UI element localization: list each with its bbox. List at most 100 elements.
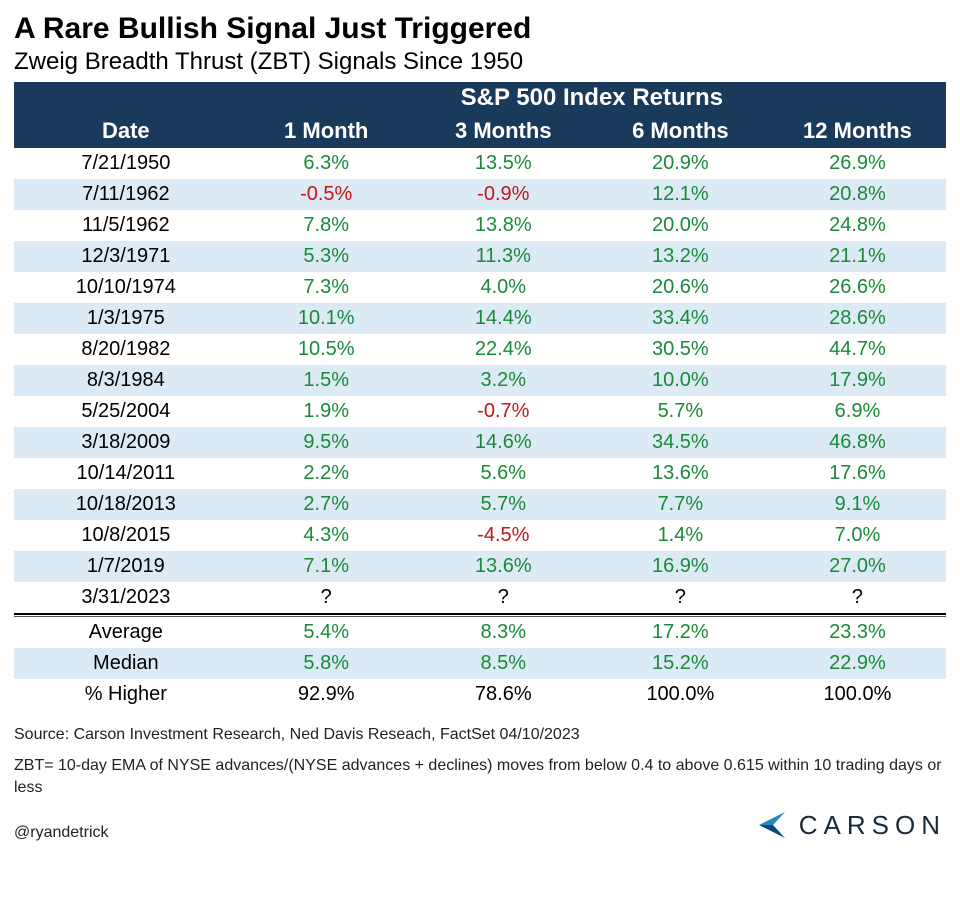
table-body: 7/21/19506.3%13.5%20.9%26.9%7/11/1962-0.… [14,148,946,710]
cell-3m: 13.8% [415,210,592,241]
cell-1m: 4.3% [238,520,415,551]
summary-label: Average [14,616,238,648]
header-3m: 3 Months [415,116,592,148]
returns-table: S&P 500 Index Returns Date 1 Month 3 Mon… [14,82,946,710]
cell-12m: 20.8% [769,179,946,210]
cell-3m: 14.4% [415,303,592,334]
cell-3m: -0.7% [415,396,592,427]
cell-12m: 6.9% [769,396,946,427]
cell-6m: 13.2% [592,241,769,272]
table-row: 11/5/19627.8%13.8%20.0%24.8% [14,210,946,241]
cell-12m: 9.1% [769,489,946,520]
cell-3m: ? [415,582,592,614]
cell-6m: 1.4% [592,520,769,551]
summary-label: Median [14,648,238,679]
cell-1m: 9.5% [238,427,415,458]
summary-6m: 15.2% [592,648,769,679]
summary-12m: 22.9% [769,648,946,679]
carson-logo: CARSON [755,808,946,842]
cell-12m: 17.9% [769,365,946,396]
cell-3m: 5.6% [415,458,592,489]
cell-6m: 34.5% [592,427,769,458]
table-row: 3/31/2023???? [14,582,946,614]
cell-3m: -0.9% [415,179,592,210]
bottom-row: @ryandetrick CARSON [14,808,946,842]
definition-line: ZBT= 10-day EMA of NYSE advances/(NYSE a… [14,755,946,798]
cell-3m: -4.5% [415,520,592,551]
table-row: 7/21/19506.3%13.5%20.9%26.9% [14,148,946,179]
summary-1m: 5.8% [238,648,415,679]
figure-container: A Rare Bullish Signal Just Triggered Zwe… [0,0,960,856]
cell-3m: 13.5% [415,148,592,179]
cell-12m: 28.6% [769,303,946,334]
cell-6m: 20.9% [592,148,769,179]
summary-6m: 100.0% [592,679,769,710]
header-1m: 1 Month [238,116,415,148]
cell-1m: 10.1% [238,303,415,334]
source-line: Source: Carson Investment Research, Ned … [14,724,946,746]
cell-date: 8/3/1984 [14,365,238,396]
cell-6m: 12.1% [592,179,769,210]
summary-6m: 17.2% [592,616,769,648]
cell-date: 3/31/2023 [14,582,238,614]
cell-1m: 7.8% [238,210,415,241]
cell-12m: 17.6% [769,458,946,489]
cell-12m: 24.8% [769,210,946,241]
cell-date: 10/18/2013 [14,489,238,520]
cell-12m: 26.9% [769,148,946,179]
cell-12m: 7.0% [769,520,946,551]
cell-1m: 7.1% [238,551,415,582]
footnotes: Source: Carson Investment Research, Ned … [14,724,946,799]
cell-3m: 4.0% [415,272,592,303]
cell-6m: 30.5% [592,334,769,365]
cell-date: 7/11/1962 [14,179,238,210]
cell-1m: 2.2% [238,458,415,489]
cell-3m: 5.7% [415,489,592,520]
cell-date: 5/25/2004 [14,396,238,427]
table-row: 12/3/19715.3%11.3%13.2%21.1% [14,241,946,272]
table-row: 8/3/19841.5%3.2%10.0%17.9% [14,365,946,396]
summary-3m: 78.6% [415,679,592,710]
table-row: 3/18/20099.5%14.6%34.5%46.8% [14,427,946,458]
cell-12m: ? [769,582,946,614]
header-12m: 12 Months [769,116,946,148]
cell-1m: 7.3% [238,272,415,303]
cell-6m: 5.7% [592,396,769,427]
table-row: 10/18/20132.7%5.7%7.7%9.1% [14,489,946,520]
table-row: 1/3/197510.1%14.4%33.4%28.6% [14,303,946,334]
figure-subtitle: Zweig Breadth Thrust (ZBT) Signals Since… [14,48,946,76]
cell-date: 7/21/1950 [14,148,238,179]
table-row: 1/7/20197.1%13.6%16.9%27.0% [14,551,946,582]
cell-6m: 20.6% [592,272,769,303]
header-blank [14,82,238,116]
cell-date: 8/20/1982 [14,334,238,365]
carson-logo-icon [755,808,789,842]
cell-1m: 1.9% [238,396,415,427]
cell-12m: 27.0% [769,551,946,582]
table-row: 10/10/19747.3%4.0%20.6%26.6% [14,272,946,303]
cell-1m: 6.3% [238,148,415,179]
cell-1m: 5.3% [238,241,415,272]
summary-1m: 92.9% [238,679,415,710]
cell-12m: 46.8% [769,427,946,458]
summary-12m: 23.3% [769,616,946,648]
header-date: Date [14,116,238,148]
cell-6m: 10.0% [592,365,769,396]
summary-label: % Higher [14,679,238,710]
cell-3m: 14.6% [415,427,592,458]
cell-1m: 2.7% [238,489,415,520]
table-row: 10/8/20154.3%-4.5%1.4%7.0% [14,520,946,551]
header-6m: 6 Months [592,116,769,148]
cell-1m: 10.5% [238,334,415,365]
cell-3m: 11.3% [415,241,592,272]
summary-row: % Higher92.9%78.6%100.0%100.0% [14,679,946,710]
cell-date: 10/8/2015 [14,520,238,551]
carson-logo-text: CARSON [799,810,946,841]
cell-date: 1/3/1975 [14,303,238,334]
cell-3m: 3.2% [415,365,592,396]
cell-1m: -0.5% [238,179,415,210]
summary-3m: 8.5% [415,648,592,679]
author-handle: @ryandetrick [14,824,109,842]
table-row: 7/11/1962-0.5%-0.9%12.1%20.8% [14,179,946,210]
figure-title: A Rare Bullish Signal Just Triggered [14,12,946,46]
